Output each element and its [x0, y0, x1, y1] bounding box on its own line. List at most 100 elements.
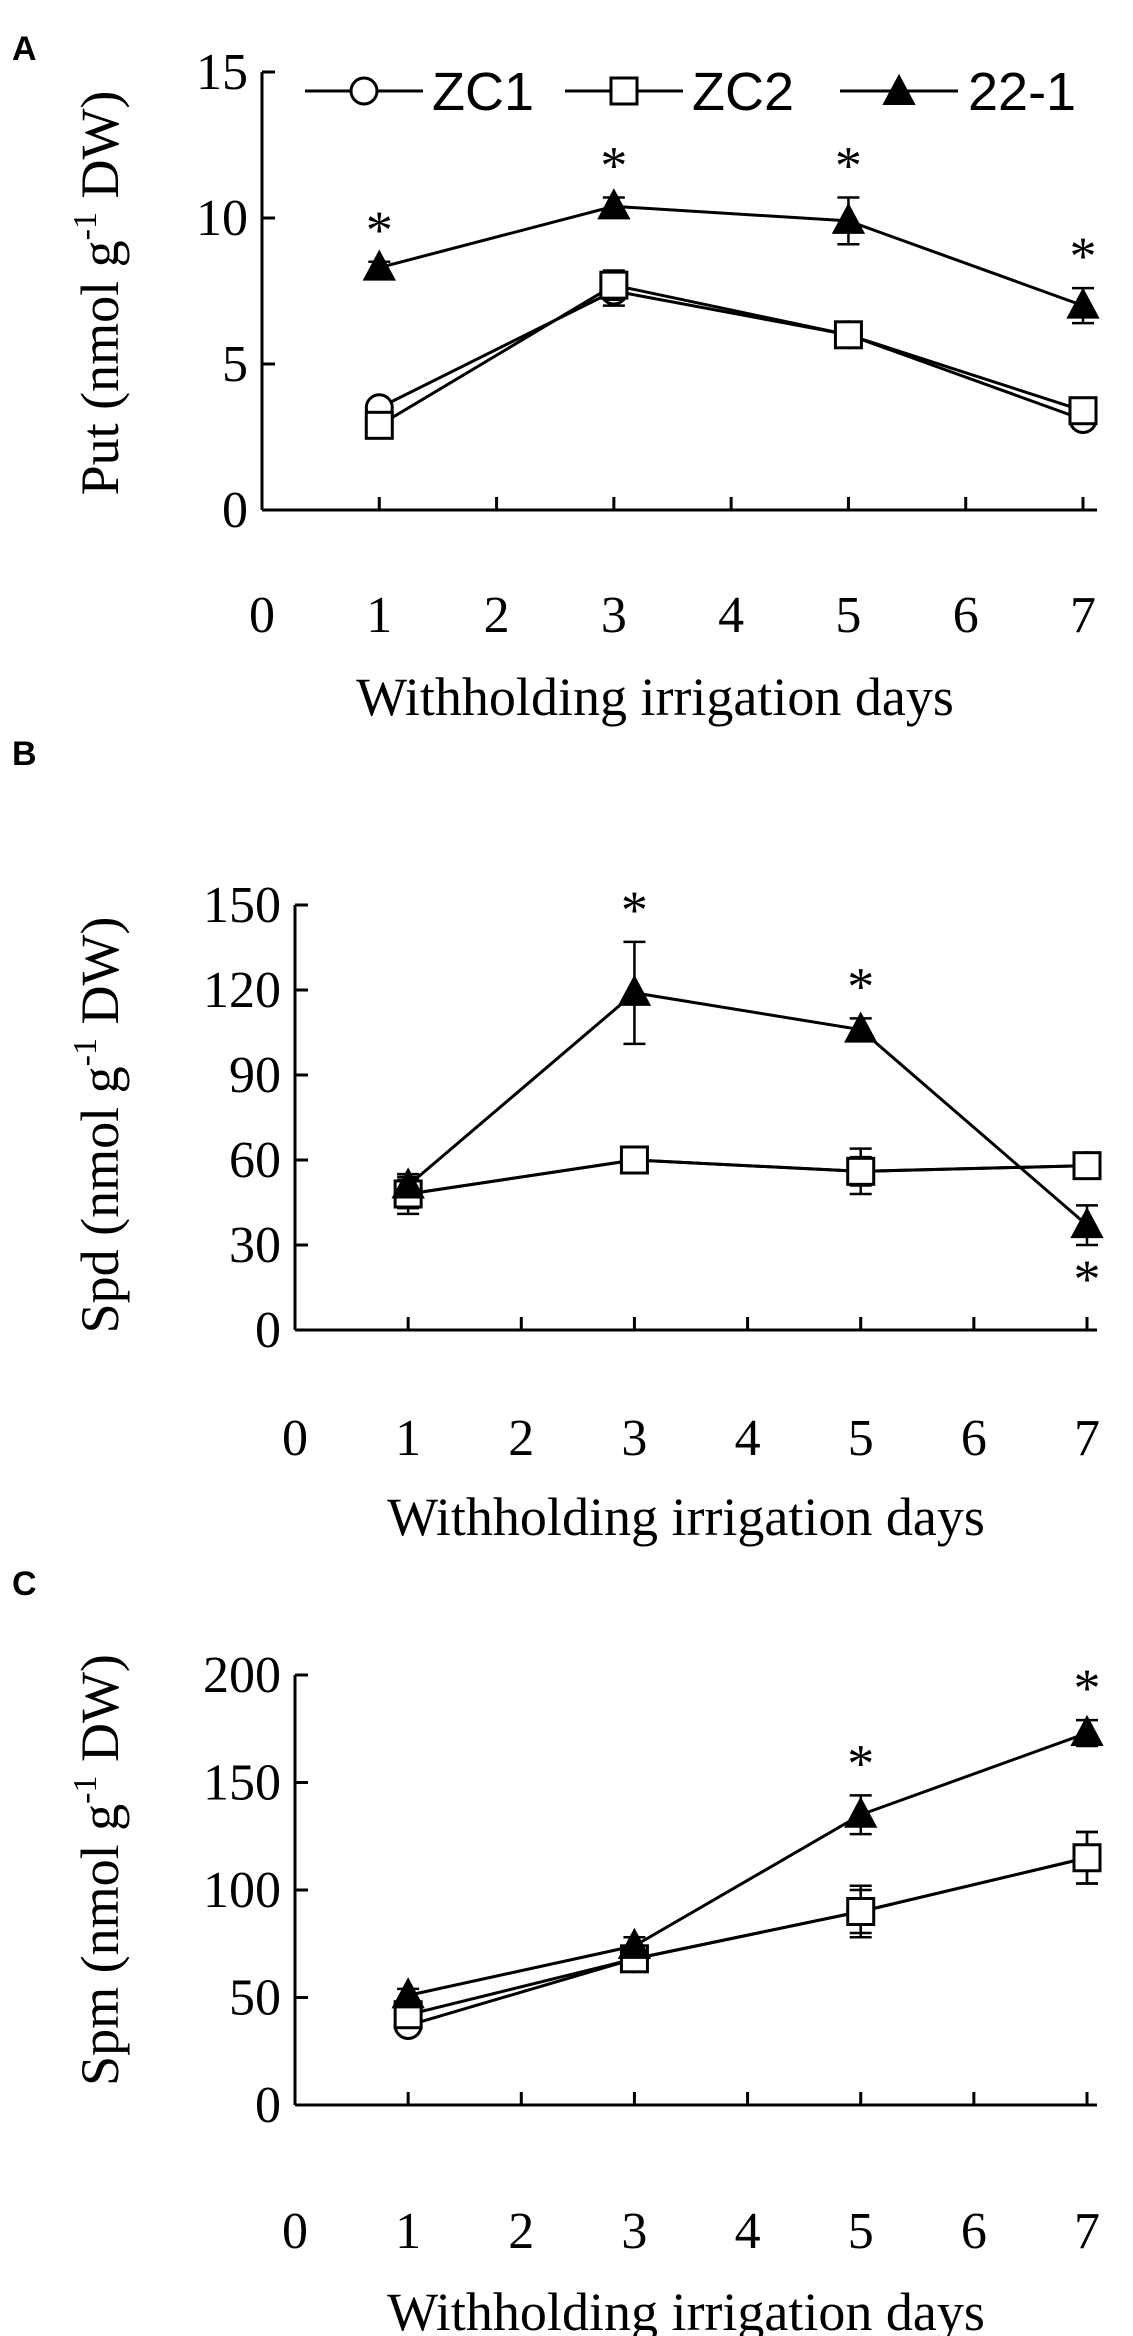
panel-b-x-tick-label: 2 [508, 1410, 534, 1467]
panel-a-series-22-1-point [831, 202, 866, 234]
panel-b-significance: * * * [621, 880, 1101, 1309]
panel-a-series-zc2-line [378, 283, 1084, 427]
panel-c-series-zc2-line [407, 1856, 1088, 2017]
panel-b-x-tick-label: 4 [735, 1410, 761, 1467]
panel-c-x-tick-label: 7 [1074, 2203, 1100, 2260]
panel-c-y-tick-label: 50 [229, 1970, 281, 2027]
panel-b-y-tick-label: 90 [229, 1047, 281, 1104]
panel-c-significance-star: * [847, 1733, 874, 1793]
panel-b-y-axis-title-sup: -1 [67, 1038, 104, 1066]
panel-b-y-tick-label: 120 [203, 962, 281, 1019]
panel-a-x-tick-label: 6 [953, 587, 979, 644]
panel-a-y-tick-label: 0 [222, 482, 248, 539]
panel-a-x-tick-label: 3 [601, 587, 627, 644]
panel-b-x-axis-title: Withholding irrigation days [387, 1487, 985, 1547]
panel-b-axes: 0 30 60 90 120 150 0 1 2 3 4 5 6 7 [203, 877, 1100, 1467]
panel-a-series-zc1-line [378, 289, 1084, 421]
panel-a-y-axis-title-suffix: DW) [70, 91, 130, 212]
panel-a-y-tick-label: 5 [222, 336, 248, 393]
panel-b-series-22-1-point [391, 1167, 425, 1199]
panel-c-significance: ** [847, 1658, 1100, 1793]
panel-a-significance-star: * [600, 136, 627, 196]
panel-letter-b: B [12, 735, 37, 773]
panel-b-x-tick-label: 3 [621, 1410, 647, 1467]
legend-zc2-marker [609, 76, 639, 106]
panel-b-x-tick-label: 5 [848, 1410, 874, 1467]
panel-b-marks [391, 940, 1104, 1247]
panel-c-y-tick-label: 0 [255, 2077, 281, 2134]
panel-b-series-22-1-point [1070, 1207, 1104, 1239]
panel-c-x-tick-label: 5 [848, 2203, 874, 2260]
panel-b-y-tick-label: 0 [255, 1302, 281, 1359]
panel-c-y-tick-label: 150 [203, 1755, 281, 1812]
panel-letter-c: C [12, 1565, 37, 1603]
panel-a-y-axis-title-main: Put (nmol g [70, 240, 130, 495]
panel-c-y-tick-label: 200 [203, 1647, 281, 1704]
legend-zc2-label: ZC2 [692, 62, 794, 122]
panel-a-series-zc2-point [364, 410, 394, 440]
panel-a-x-tick-label: 5 [835, 587, 861, 644]
panel-a-x-tick-label: 7 [1070, 587, 1096, 644]
panel-a-significance: * * * * [366, 136, 1097, 287]
legend-zc1-marker [349, 76, 379, 106]
panel-a-y-axis-title: Put (nmol g-1 DW) [67, 91, 130, 496]
panel-b-significance-star: * [621, 880, 648, 940]
panel-c-x-tick-label: 6 [961, 2203, 987, 2260]
panel-a-series-22-1-line [378, 204, 1084, 308]
legend-22-1-label: 22-1 [968, 62, 1076, 122]
panel-a-y-tick-label: 10 [196, 190, 248, 247]
panel-a-series-zc2-point [833, 320, 863, 350]
panel-c-series-22-1-point [844, 1796, 878, 1828]
legend-22-1-marker [882, 73, 916, 105]
panel-a-x-tick-label: 4 [718, 587, 744, 644]
panel-a-x-tick-label: 1 [366, 587, 392, 644]
panel-c-x-tick-label: 1 [395, 2203, 421, 2260]
panel-b-x-tick-label: 6 [961, 1410, 987, 1467]
panel-a-y-tick-label: 15 [196, 44, 248, 101]
panel-c-series-22-1-line [407, 1731, 1088, 1997]
panel-c-significance-star: * [1074, 1658, 1101, 1718]
panel-c-y-axis-title-suffix: DW) [70, 1654, 130, 1775]
panel-a-significance-star: * [366, 200, 393, 260]
panel-c-series-22-1-point [391, 1977, 425, 2009]
panel-b-series-zc2-point [1072, 1151, 1102, 1181]
legend-zc1-label: ZC1 [432, 62, 534, 122]
legend: ZC1 ZC2 22-1 [305, 62, 1076, 122]
panel-b-y-axis-title-suffix: DW) [70, 917, 130, 1038]
panel-b: B 0 30 60 90 120 150 0 1 2 3 4 5 6 7 * * * Withholding … [12, 735, 1104, 1547]
panel-b-series-zc2-point [846, 1156, 876, 1186]
panel-c-axes: 0 50 100 150 200 0 1 2 3 4 5 6 7 [203, 1647, 1100, 2260]
panel-a-axes: 0 5 10 15 0 1 2 3 4 5 6 7 [196, 44, 1097, 644]
panel-c-x-tick-label: 4 [735, 2203, 761, 2260]
panel-b-y-axis-title-main: Spd (nmol g [70, 1066, 130, 1333]
panel-a-marks [362, 188, 1100, 440]
panel-c-series-zc2-point [1072, 1843, 1102, 1873]
panel-a-y-axis-title-sup: -1 [67, 212, 104, 240]
panel-b-series-22-1-point [617, 974, 652, 1006]
panel-b-significance-star: * [1074, 1249, 1101, 1309]
panel-b-y-tick-label: 30 [229, 1217, 281, 1274]
panel-b-series-zc2-line [407, 1158, 1088, 1196]
panel-a-x-axis-title: Withholding irrigation days [356, 667, 954, 727]
panel-a-significance-star: * [835, 136, 862, 196]
panel-c-series-22-1-point [617, 1927, 652, 1959]
panel-c-y-axis-title-main: Spm (nmol g [70, 1804, 130, 2086]
panel-c-x-tick-label: 0 [282, 2203, 308, 2260]
panel-a: A 0 5 10 15 0 1 2 3 4 5 6 7 * * * * Withholding irriga… [12, 30, 1100, 727]
panel-c-y-tick-label: 100 [203, 1862, 281, 1919]
panel-b-series-22-1-point [844, 1011, 878, 1043]
panel-a-x-tick-label: 0 [249, 587, 275, 644]
panel-a-significance-star: * [1070, 226, 1097, 286]
panel-letter-a: A [12, 30, 37, 68]
panel-b-x-tick-label: 1 [395, 1410, 421, 1467]
panel-a-series-zc2-point [1068, 396, 1098, 426]
panel-b-x-tick-label: 0 [282, 1410, 308, 1467]
panel-c-series-22-1-point [1070, 1714, 1104, 1747]
panel-a-series-22-1-point [362, 249, 396, 281]
panel-c-marks [391, 1714, 1104, 2040]
panel-a-series-zc2-point [599, 270, 629, 300]
panel-c-series-zc2-point [846, 1897, 876, 1926]
panel-b-y-axis-title: Spd (nmol g-1 DW) [67, 917, 130, 1334]
